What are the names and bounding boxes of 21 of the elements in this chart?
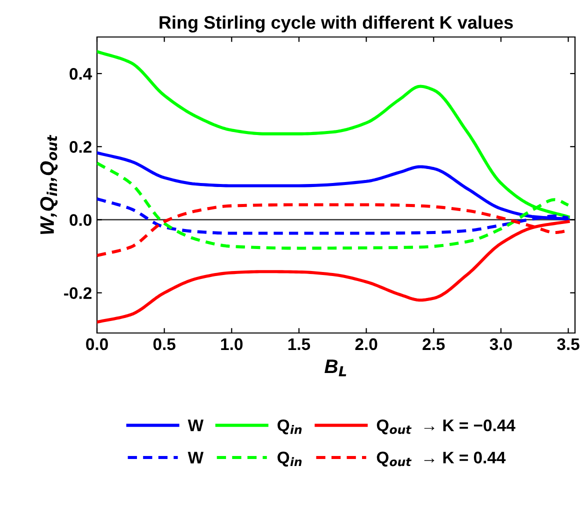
y-tick-label: 0.2 [70,141,92,153]
x-tick-label: 2.5 [422,338,445,350]
x-tick-label: 3.0 [490,338,512,350]
x-tick-label: 1.5 [288,338,310,350]
legend-label: W [188,452,204,464]
x-tick-label: 1.0 [221,338,243,350]
legend-label: Q$_{out}$ → K = −0.44 [376,419,516,434]
legend-label: Q$_{out}$ → K = 0.44 [376,452,506,467]
x-axis-title: B$_{L}$ [324,360,346,376]
y-tick-label: 0.0 [70,214,92,226]
y-axis-title: W,Q$_{in}$,Q$_{out}$ [40,134,58,234]
x-tick-label: 3.5 [557,338,580,350]
y-tick-label: -0.2 [64,287,92,300]
legend-label: Q$_{in}$ [278,452,302,467]
x-tick-label: 0.5 [153,338,176,350]
x-tick-label: 0.0 [86,338,108,350]
chart-title: Ring Stirling cycle with different K values [160,16,513,32]
legend-label: Q$_{in}$ [278,419,302,434]
legend-label: W [188,420,204,432]
y-tick-label: 0.4 [70,68,92,80]
x-tick-label: 2.0 [355,338,378,350]
